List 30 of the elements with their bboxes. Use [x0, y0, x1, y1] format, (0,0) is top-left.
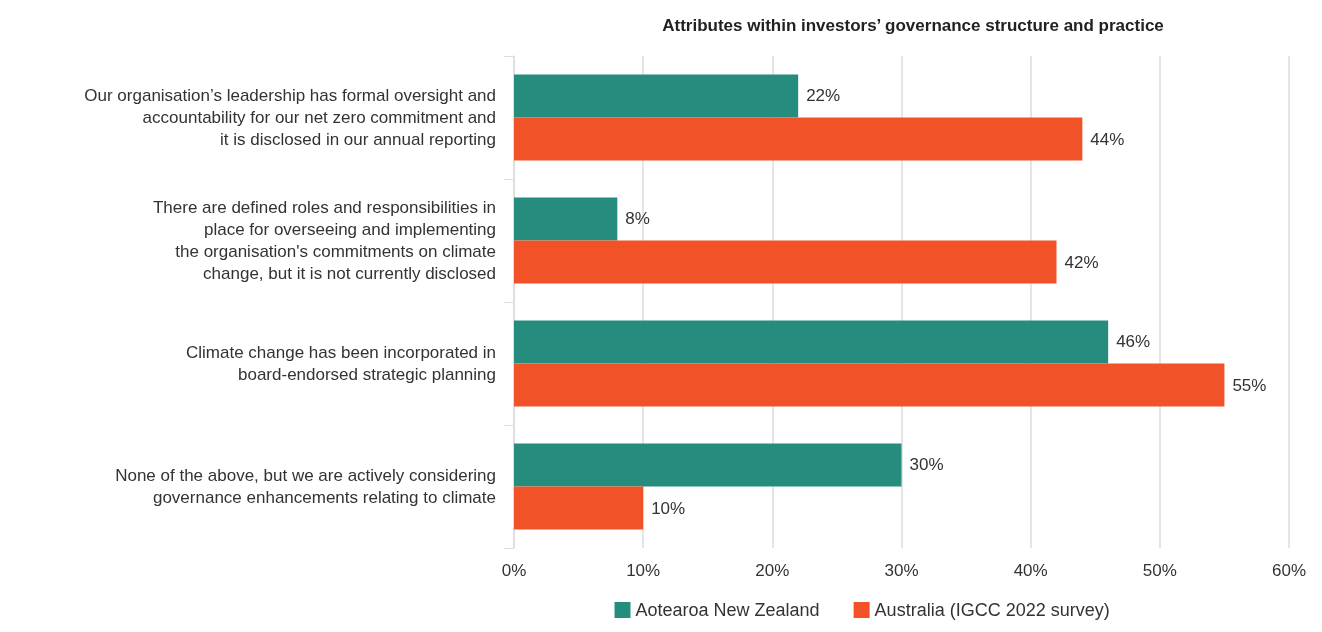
y-tick-label: Our organisation’s leadership has formal oversight and accountability for our net zero commitment and it is disclosed in our annual reporting — [84, 86, 496, 149]
x-tick-label: 20% — [755, 561, 790, 580]
y-tick-label: Climate change has been incorporated in board-endorsed strategic planning — [186, 343, 496, 384]
bar — [514, 117, 1083, 161]
bar — [514, 443, 902, 487]
data-label: 55% — [1232, 375, 1267, 395]
x-tick-label: 0% — [501, 561, 527, 580]
x-tick-label: 40% — [1013, 561, 1048, 580]
data-label: 22% — [806, 86, 841, 106]
x-tick-label: 50% — [1142, 561, 1177, 580]
y-tick-label: None of the above, but we are actively considering governance enhancements relating to climate — [115, 466, 496, 507]
y-tick-label: There are defined roles and responsibilities in place for overseeing and implementing the organisation's commitments on climate change, but it is not currently disclosed — [152, 198, 496, 283]
legend-label: Australia (IGCC 2022 survey) — [874, 600, 1110, 620]
bar — [514, 486, 644, 530]
x-tick-label: 30% — [884, 561, 919, 580]
bar — [514, 240, 1057, 284]
data-label: 30% — [909, 455, 944, 475]
data-label: 8% — [625, 209, 650, 229]
x-tick-label: 10% — [626, 561, 661, 580]
data-label: 42% — [1064, 252, 1099, 272]
data-label: 10% — [651, 498, 686, 518]
legend-label: Aotearoa New Zealand — [635, 600, 820, 620]
x-tick-label: 60% — [1271, 561, 1307, 580]
bar — [514, 363, 1225, 407]
bar — [514, 320, 1109, 364]
bar — [514, 74, 799, 118]
data-label: 44% — [1090, 129, 1125, 149]
bar — [514, 197, 618, 241]
data-label: 46% — [1116, 332, 1151, 352]
chart-title: Attributes within investors’ governance structure and practice — [662, 16, 1164, 35]
